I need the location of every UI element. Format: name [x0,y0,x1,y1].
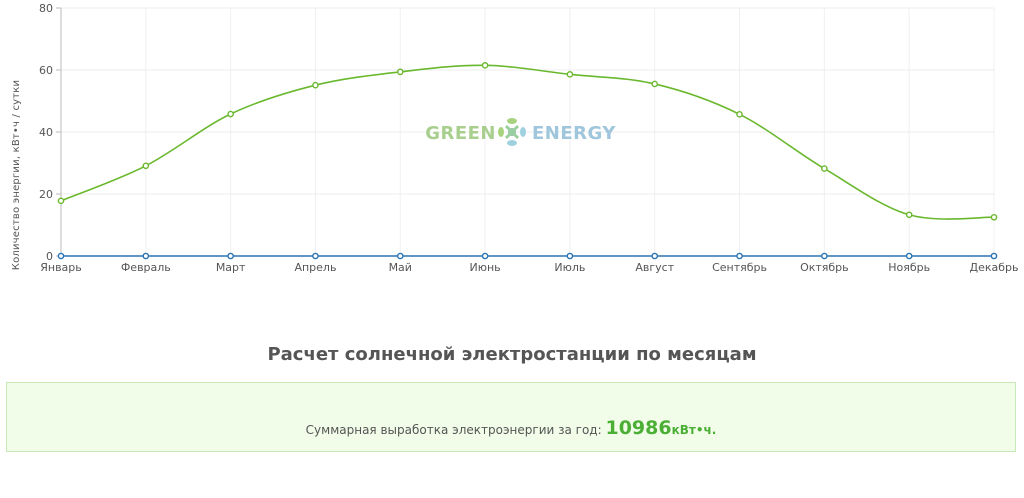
chart-axes [56,7,62,257]
summary-label: Суммарная выработка электроэнергии за го… [305,423,602,437]
x-tick-labels: Январь Февраль Март Апрель Май Июнь Июль Август… [40,261,1018,274]
watermark-logo-icon [498,118,526,146]
data-point [821,165,828,172]
series-layer [57,62,998,260]
data-point [227,110,234,118]
x-tick-label: Август [635,261,674,274]
data-point [990,252,998,260]
summary-unit: кВт•ч. [671,423,717,437]
x-tick-label: Февраль [121,261,171,274]
data-point [57,252,65,260]
page-section-title: Расчет солнечной электростанции по месяц… [267,344,757,365]
data-point [312,252,319,260]
data-point [481,252,489,260]
data-point [651,80,659,88]
y-tick-label: 20 [39,188,53,201]
x-tick-label: Март [216,261,246,274]
data-point [821,252,828,260]
x-tick-label: Июнь [470,261,501,274]
data-point [57,197,65,205]
watermark-left-text: GREEN [425,123,496,144]
x-tick-label: Декабрь [970,261,1019,274]
watermark-right-text: ENERGY [532,123,616,144]
data-point [905,252,913,260]
x-tick-label: Октябрь [800,261,849,274]
annual-summary-box: Суммарная выработка электроэнергии за го… [6,382,1016,452]
x-tick-label: Май [389,261,412,274]
y-tick-label: 60 [39,64,53,77]
data-point [142,252,150,260]
data-point [227,252,234,260]
summary-value: 10986 [605,417,672,439]
summary-line: Суммарная выработка электроэнергии за го… [7,417,1015,439]
data-point [651,252,659,260]
x-tick-label: Сентябрь [712,261,767,274]
data-point [396,252,404,260]
data-point [481,62,489,69]
y-tick-labels: 0 20 40 60 80 [39,2,53,263]
data-point [990,213,998,221]
data-point [736,111,743,118]
energy-chart: Количество энергии, кВт•ч / сутки GREEN … [11,2,1019,274]
y-tick-label: 0 [46,250,53,263]
series-line-0 [60,64,995,220]
x-tick-label: Апрель [294,261,336,274]
data-point [396,68,404,76]
y-tick-label: 40 [39,126,53,139]
data-point [905,211,913,219]
data-point [312,81,319,89]
x-tick-label: Июль [554,261,585,274]
x-tick-label: Ноябрь [888,261,930,274]
y-tick-label: 80 [39,2,53,15]
x-tick-label: Январь [40,261,82,274]
green-energy-watermark: GREEN ENERGY [425,118,616,146]
data-point [566,71,574,78]
data-point [142,162,150,170]
y-axis-label: Количество энергии, кВт•ч / сутки [11,80,22,270]
data-point [736,252,743,260]
data-point [566,252,574,260]
